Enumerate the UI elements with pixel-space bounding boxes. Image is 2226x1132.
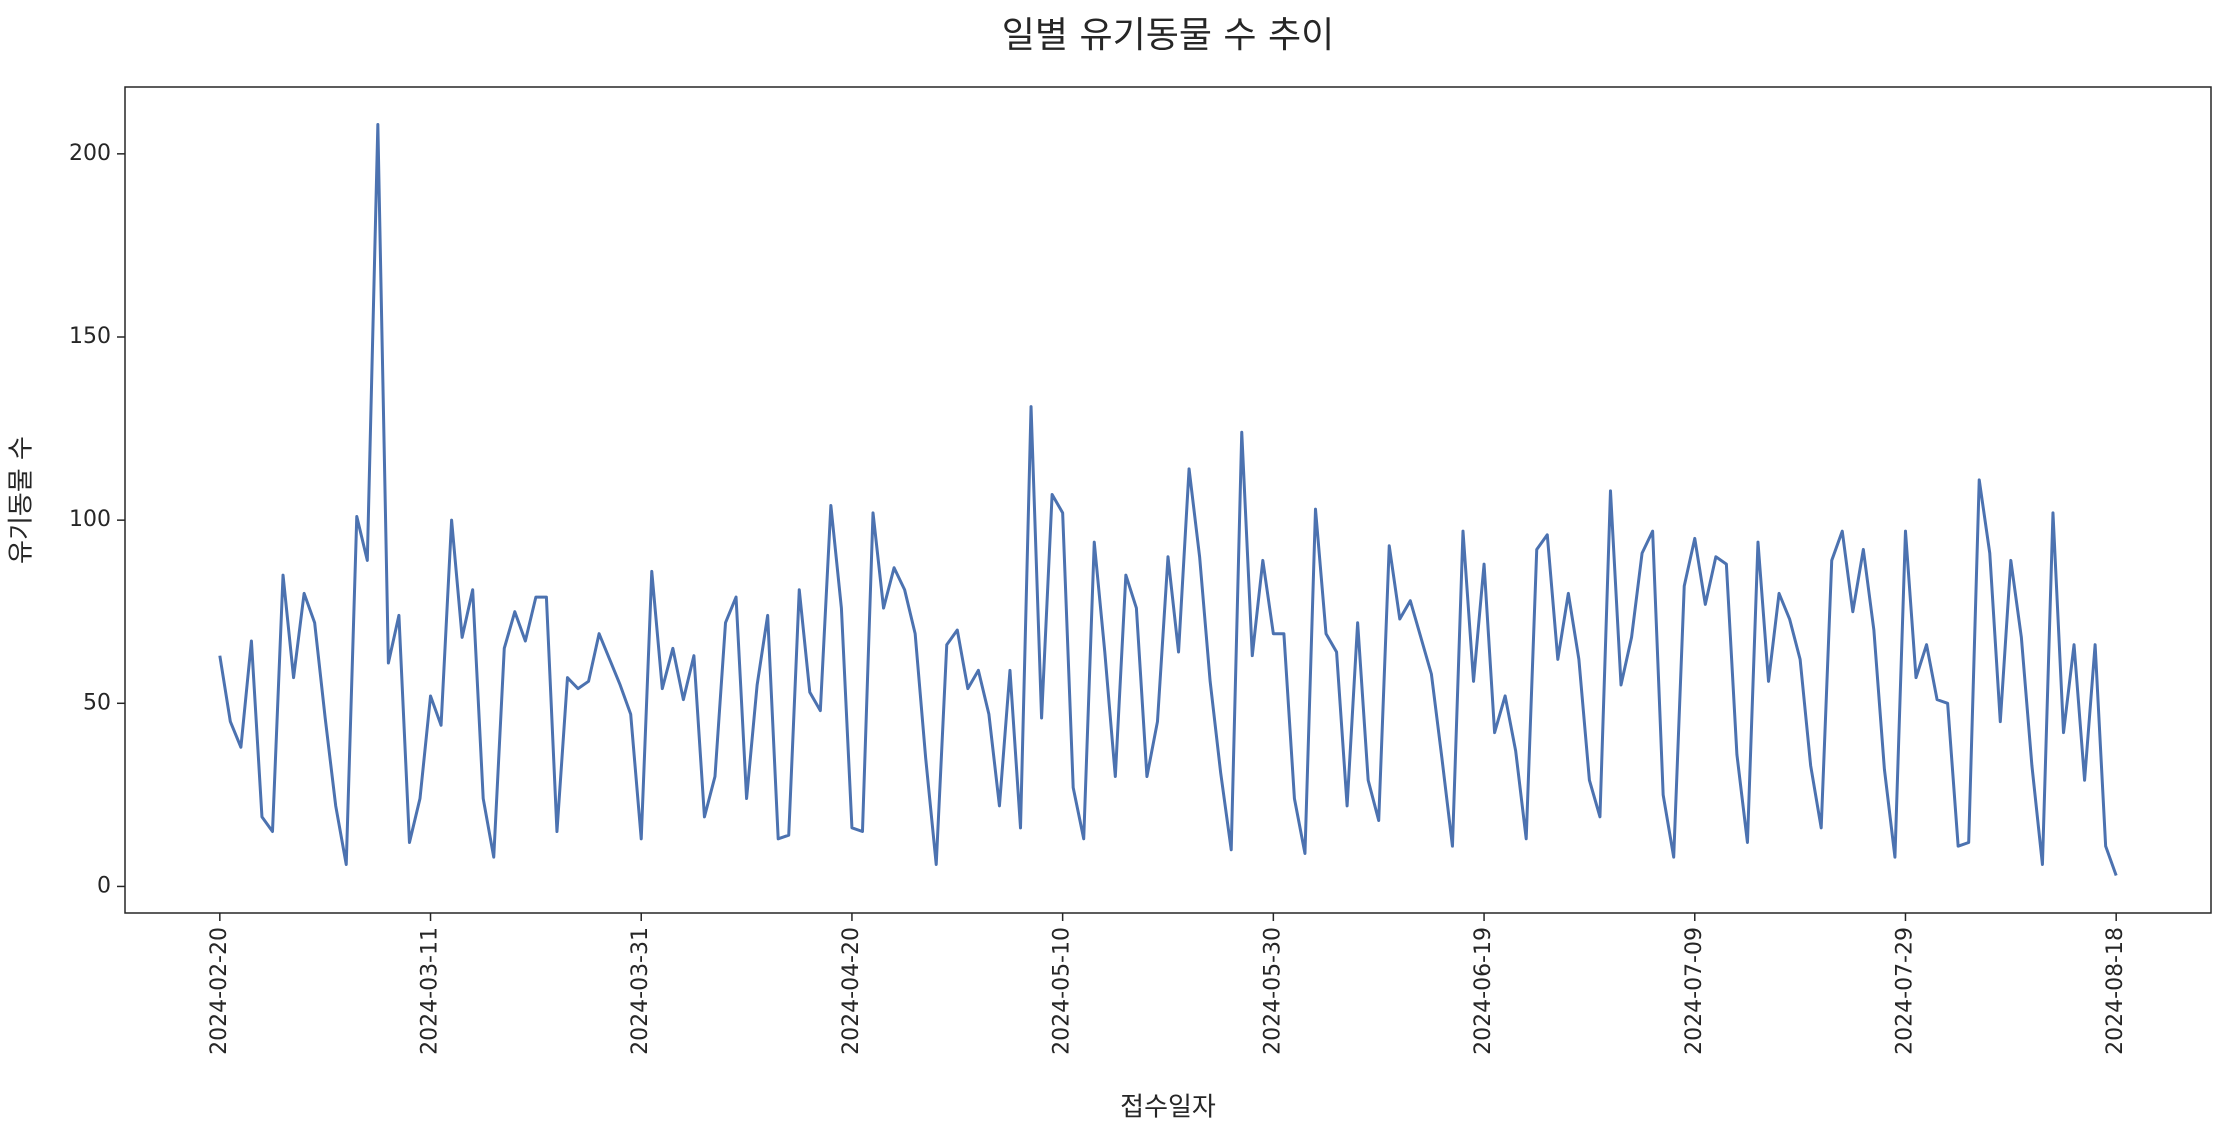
x-tick-label: 2024-08-18 xyxy=(2103,927,2128,1055)
x-tick-label: 2024-03-31 xyxy=(628,927,653,1055)
y-tick-label: 0 xyxy=(97,873,111,898)
y-tick-label: 150 xyxy=(69,324,111,349)
plot-frame xyxy=(124,86,2212,914)
y-axis-label: 유기동물 수 xyxy=(7,436,37,564)
x-tick-label: 2024-06-19 xyxy=(1471,927,1496,1055)
x-tick-label: 2024-07-29 xyxy=(1892,927,1917,1055)
y-tick-label: 50 xyxy=(83,690,111,715)
x-axis-label: 접수일자 xyxy=(1120,1093,1216,1123)
y-tick-label: 100 xyxy=(69,507,111,532)
y-tick-label: 200 xyxy=(69,141,111,166)
x-tick-label: 2024-05-30 xyxy=(1260,927,1285,1055)
x-tick-label: 2024-04-20 xyxy=(839,927,864,1055)
data-line xyxy=(218,123,2118,876)
chart-title: 일별 유기동물 수 추이 xyxy=(1002,15,1334,56)
x-tick-label: 2024-02-20 xyxy=(207,927,232,1055)
x-tick-label: 2024-03-11 xyxy=(418,927,443,1055)
x-tick-label: 2024-05-10 xyxy=(1050,927,1075,1055)
x-tick-label: 2024-07-09 xyxy=(1682,927,1707,1055)
